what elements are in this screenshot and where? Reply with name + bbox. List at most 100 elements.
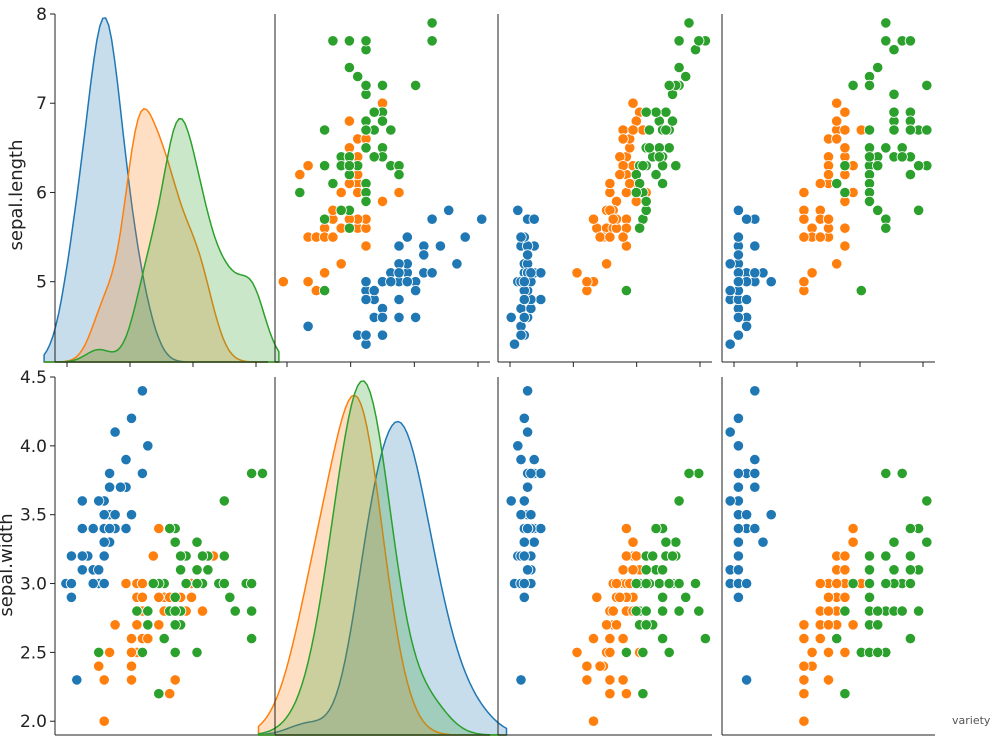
point-setosa <box>749 267 761 279</box>
point-virginica <box>224 591 236 603</box>
point-versicolor <box>839 550 851 562</box>
point-setosa <box>518 550 530 562</box>
point-virginica <box>680 70 692 83</box>
point-versicolor <box>604 688 616 700</box>
point-setosa <box>749 453 761 466</box>
point-versicolor <box>125 660 138 672</box>
point-versicolor <box>294 169 306 181</box>
point-setosa <box>376 311 389 323</box>
point-virginica <box>921 124 933 136</box>
point-versicolor <box>822 646 835 659</box>
point-setosa <box>98 550 110 562</box>
point-virginica <box>863 151 876 163</box>
point-versicolor <box>164 688 176 700</box>
point-virginica <box>888 88 900 100</box>
point-virginica <box>656 564 669 576</box>
point-virginica <box>888 106 900 118</box>
point-setosa <box>765 509 777 521</box>
point-virginica <box>131 605 143 617</box>
point-virginica <box>393 169 405 181</box>
point-setosa <box>732 467 745 479</box>
point-virginica <box>175 550 187 562</box>
point-setosa <box>120 453 132 466</box>
point-versicolor <box>822 169 835 181</box>
point-versicolor <box>109 619 121 631</box>
point-setosa <box>732 550 745 562</box>
point-virginica <box>360 142 372 154</box>
point-virginica <box>426 35 438 47</box>
point-setosa <box>136 385 148 397</box>
point-versicolor <box>604 231 616 243</box>
point-versicolor <box>822 605 835 617</box>
y-tick-label: 2.0 <box>20 712 47 732</box>
point-versicolor <box>798 715 810 727</box>
point-setosa <box>505 495 517 507</box>
point-versicolor <box>604 674 616 686</box>
point-setosa <box>65 577 78 590</box>
point-setosa <box>98 577 110 590</box>
point-versicolor <box>120 577 132 590</box>
point-virginica <box>904 577 917 590</box>
point-virginica <box>663 646 675 659</box>
point-virginica <box>921 79 933 92</box>
y-axis-label-sepal-length: sepal.length <box>6 139 27 250</box>
point-virginica <box>831 177 843 190</box>
point-virginica <box>660 106 672 118</box>
point-setosa <box>740 213 753 225</box>
panel-sepal_length-vs-petal_length <box>497 14 712 367</box>
point-virginica <box>863 79 876 92</box>
point-setosa <box>521 522 534 535</box>
point-virginica <box>880 222 892 234</box>
point-setosa <box>434 240 446 252</box>
point-virginica <box>637 646 649 659</box>
point-virginica <box>863 591 876 603</box>
panel-sepal_width-vs-sepal_width <box>257 377 508 736</box>
point-versicolor <box>614 591 626 603</box>
point-virginica <box>880 467 892 479</box>
point-versicolor <box>169 674 181 686</box>
point-virginica <box>643 142 656 154</box>
point-virginica <box>229 605 241 617</box>
kde-virginica-sepal_width <box>257 380 507 736</box>
point-virginica <box>888 536 900 548</box>
legend-title: variety <box>952 714 991 727</box>
kde-setosa-sepal_width <box>257 420 508 736</box>
point-virginica <box>368 151 380 163</box>
point-setosa <box>360 293 372 306</box>
point-versicolor <box>600 258 613 270</box>
panel-sepal_length-vs-petal_width <box>721 14 935 367</box>
point-setosa <box>521 385 534 397</box>
point-setosa <box>535 522 547 535</box>
point-versicolor <box>376 195 389 207</box>
point-versicolor <box>302 160 314 172</box>
point-versicolor <box>617 564 629 576</box>
y-tick-label: 7 <box>36 94 47 114</box>
y-tick-label: 8 <box>36 5 47 25</box>
point-setosa <box>724 284 736 297</box>
point-virginica <box>169 646 181 659</box>
point-virginica <box>376 115 389 127</box>
point-virginica <box>666 115 679 127</box>
point-virginica <box>673 61 685 74</box>
point-setosa <box>535 467 547 479</box>
point-versicolor <box>806 646 818 659</box>
point-setosa <box>104 467 116 479</box>
point-virginica <box>863 124 876 136</box>
point-setosa <box>518 536 530 548</box>
point-versicolor <box>604 646 616 659</box>
point-setosa <box>302 320 314 332</box>
point-virginica <box>169 619 181 631</box>
point-virginica <box>689 577 702 590</box>
point-setosa <box>518 412 530 424</box>
point-setosa <box>508 338 521 350</box>
point-setosa <box>521 426 534 438</box>
point-versicolor <box>814 577 826 590</box>
point-setosa <box>525 467 537 479</box>
point-virginica <box>663 577 675 590</box>
point-virginica <box>640 605 652 617</box>
point-virginica <box>180 577 192 590</box>
point-versicolor <box>393 186 405 199</box>
point-versicolor <box>617 632 629 645</box>
point-versicolor <box>98 674 110 686</box>
point-virginica <box>343 222 355 234</box>
